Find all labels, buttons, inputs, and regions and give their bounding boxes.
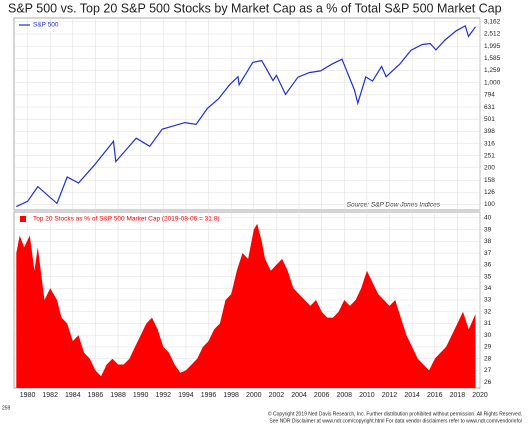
- x-tick-label: 1988: [110, 392, 126, 399]
- y-tick-label: 2,512: [484, 31, 501, 38]
- legend-label: Top 20 Stocks as % of S&P 500 Market Cap…: [33, 216, 220, 223]
- footer-line: © Copyright 2019 Ned Davis Research, Inc…: [268, 410, 522, 417]
- legend-swatch: [20, 216, 26, 222]
- x-tick-label: 1982: [42, 392, 58, 399]
- y-tick-label: 158: [484, 177, 495, 184]
- x-tick-label: 2018: [450, 392, 466, 399]
- x-tick-label: 1996: [201, 392, 217, 399]
- series-line: [16, 25, 476, 208]
- page-code: 259: [2, 405, 11, 411]
- x-tick-label: 2006: [314, 392, 330, 399]
- x-tick-label: 1990: [133, 392, 149, 399]
- y-tick-label: 34: [484, 285, 492, 292]
- y-tick-label: 31: [484, 320, 492, 327]
- y-tick-label: 251: [484, 152, 495, 159]
- top-panel-frame: [13, 17, 481, 211]
- y-tick-label: 1,585: [484, 55, 501, 62]
- y-tick-label: 27: [484, 367, 492, 374]
- y-tick-label: 501: [484, 116, 495, 123]
- y-tick-label: 100: [484, 201, 495, 208]
- x-tick-label: 2014: [404, 392, 420, 399]
- x-tick-label: 2020: [472, 392, 488, 399]
- y-tick-label: 29: [484, 344, 492, 351]
- y-tick-label: 28: [484, 355, 492, 362]
- y-tick-label: 39: [484, 226, 492, 233]
- footer-line: See NDR Disclaimer at www.ndr.com/copyri…: [269, 418, 522, 424]
- source-note: Source: S&P Dow Jones Indices: [347, 202, 441, 209]
- y-tick-label: 126: [484, 189, 495, 196]
- x-tick-label: 1992: [156, 392, 172, 399]
- y-tick-label: 35: [484, 273, 492, 280]
- y-tick-label: 30: [484, 332, 492, 339]
- y-tick-label: 40: [484, 215, 492, 222]
- y-tick-label: 37: [484, 250, 492, 257]
- x-tick-label: 2016: [427, 392, 443, 399]
- y-tick-label: 32: [484, 308, 492, 315]
- x-tick-label: 1980: [20, 392, 36, 399]
- y-tick-label: 3,162: [484, 19, 501, 26]
- y-tick-label: 26: [484, 379, 492, 386]
- x-tick-label: 1984: [65, 392, 81, 399]
- y-tick-label: 1,259: [484, 67, 501, 74]
- x-tick-label: 2008: [336, 392, 352, 399]
- y-tick-label: 316: [484, 140, 495, 147]
- y-tick-label: 1,000: [484, 79, 501, 86]
- x-tick-label: 2010: [359, 392, 375, 399]
- x-tick-label: 1986: [88, 392, 104, 399]
- x-tick-label: 1994: [178, 392, 194, 399]
- x-tick-label: 2002: [269, 392, 285, 399]
- y-tick-label: 631: [484, 104, 495, 111]
- y-tick-label: 1,995: [484, 43, 501, 50]
- legend-label: S&P 500: [33, 22, 59, 29]
- y-tick-label: 38: [484, 238, 492, 245]
- chart-title: S&P 500 vs. Top 20 S&P 500 Stocks by Mar…: [8, 1, 502, 15]
- x-tick-label: 2012: [382, 392, 398, 399]
- y-tick-label: 794: [484, 92, 495, 99]
- y-tick-label: 33: [484, 297, 492, 304]
- y-tick-label: 36: [484, 262, 492, 269]
- x-tick-label: 2000: [246, 392, 262, 399]
- x-tick-label: 1998: [223, 392, 239, 399]
- y-tick-label: 398: [484, 128, 495, 135]
- series-area: [16, 223, 476, 388]
- y-tick-label: 200: [484, 165, 495, 172]
- x-tick-label: 2004: [291, 392, 307, 399]
